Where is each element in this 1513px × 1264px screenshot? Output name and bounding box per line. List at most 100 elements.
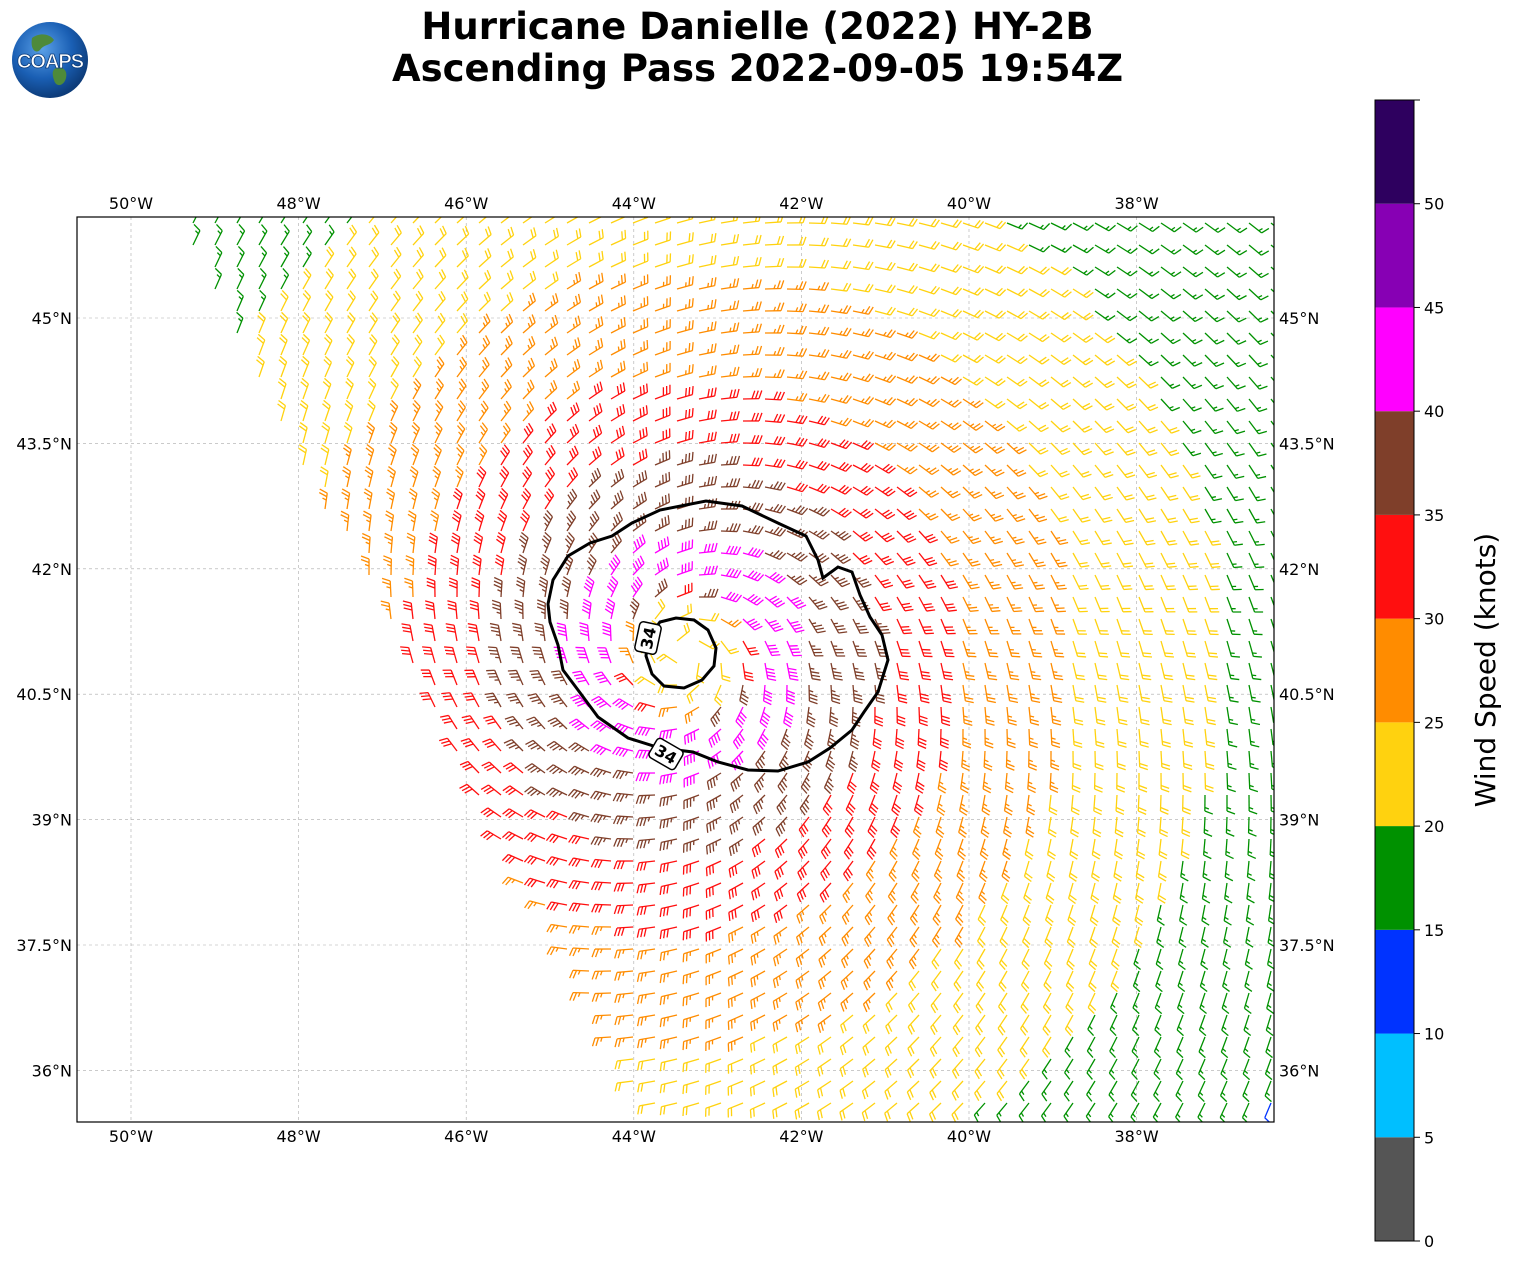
wind-barb <box>931 926 942 948</box>
wind-barb <box>940 286 963 296</box>
wind-barb <box>614 1014 634 1026</box>
wind-barb <box>918 552 938 567</box>
wind-barb <box>610 490 624 510</box>
wind-barb <box>720 662 731 682</box>
wind-barb <box>1094 618 1109 635</box>
wind-barb <box>840 948 854 969</box>
wind-barb <box>1224 882 1233 904</box>
wind-barb <box>568 742 590 753</box>
wind-barb <box>302 224 313 246</box>
wind-barb <box>1138 244 1160 255</box>
wind-barb <box>1042 1014 1052 1036</box>
wind-barb <box>764 640 781 657</box>
wind-barb <box>445 623 458 642</box>
wind-barb <box>1226 750 1237 770</box>
wind-barb <box>478 291 491 312</box>
wind-barb <box>975 992 986 1014</box>
wind-barb <box>1019 1058 1030 1080</box>
wind-barb <box>984 486 1005 500</box>
wind-barb <box>962 354 984 364</box>
wind-barb <box>659 838 678 851</box>
wind-barb <box>1050 750 1060 771</box>
wind-barb <box>940 309 963 318</box>
wind-barb <box>984 287 1007 297</box>
wind-barb <box>1071 772 1081 793</box>
wind-barb <box>886 926 898 948</box>
wind-barb <box>874 239 896 249</box>
wind-barb <box>808 460 831 471</box>
contour-34kt: 34 34 <box>546 499 890 773</box>
wind-barb <box>1113 860 1123 882</box>
wind-barb <box>346 312 356 334</box>
wind-barb <box>1247 838 1257 860</box>
wind-barb <box>546 740 568 752</box>
wind-barb <box>742 547 764 558</box>
wind-barb <box>610 533 622 554</box>
wind-barb <box>522 357 536 378</box>
wind-barb <box>1264 1080 1272 1103</box>
wind-barb <box>1050 464 1070 478</box>
wind-barb <box>786 482 809 493</box>
wind-barb <box>462 692 480 708</box>
wind-barb <box>808 596 828 610</box>
wind-barb <box>952 1014 964 1036</box>
wind-barb <box>1138 772 1148 793</box>
wind-barb <box>568 902 590 912</box>
wind-barb <box>1160 596 1176 613</box>
wind-barb <box>984 552 1003 568</box>
wind-barb <box>796 882 810 903</box>
wind-barb <box>632 555 645 576</box>
wind-barb <box>843 838 854 860</box>
wind-barb <box>409 465 419 488</box>
wind-barb <box>1248 552 1265 569</box>
wind-barb <box>1223 904 1232 926</box>
wind-barb <box>974 1080 986 1101</box>
wind-barb <box>984 508 1004 522</box>
wind-barb <box>705 926 722 942</box>
wind-barb <box>830 684 841 705</box>
wind-barb <box>1113 838 1123 860</box>
wind-barb <box>795 992 810 1011</box>
wind-barb <box>1072 508 1091 523</box>
wind-barb <box>500 357 513 378</box>
wind-barb <box>1248 288 1269 301</box>
wind-barb <box>962 552 981 567</box>
contour-inner-34kt <box>644 616 718 690</box>
wind-barb <box>928 1102 942 1122</box>
wind-barb <box>821 816 832 838</box>
wind-barb <box>1023 860 1033 883</box>
wind-barb <box>1065 970 1075 993</box>
wind-barb <box>852 530 874 542</box>
wind-barb <box>610 404 626 422</box>
wind-barb <box>940 486 961 499</box>
wind-barb <box>676 561 693 576</box>
wind-barb <box>962 684 974 704</box>
wind-barb <box>630 576 643 598</box>
wind-barb <box>795 948 810 968</box>
wind-barb <box>591 1036 612 1047</box>
wind-barb <box>1270 640 1274 654</box>
wind-barb <box>459 760 480 774</box>
wind-barb <box>817 1014 832 1033</box>
wind-barb <box>940 398 962 408</box>
wind-barb <box>1248 310 1269 323</box>
wind-barb <box>635 794 656 805</box>
wind-barb <box>1094 266 1116 277</box>
wind-barb <box>502 762 524 774</box>
wind-barb <box>1248 398 1268 413</box>
wind-barb <box>1116 266 1138 277</box>
wind-barb <box>817 1036 832 1055</box>
wind-barb <box>698 343 717 356</box>
wind-barb <box>591 903 612 913</box>
wind-barb <box>1248 266 1269 279</box>
wind-barb <box>978 860 988 883</box>
wind-barb <box>1154 992 1163 1015</box>
colorbar-bin <box>1375 514 1414 619</box>
wind-barb <box>852 350 874 360</box>
wind-barb <box>323 355 332 378</box>
wind-barb <box>872 728 882 750</box>
wind-barb <box>1116 728 1127 748</box>
wind-barb <box>1068 860 1078 882</box>
wind-barb <box>388 421 398 444</box>
wind-barb <box>368 356 377 378</box>
